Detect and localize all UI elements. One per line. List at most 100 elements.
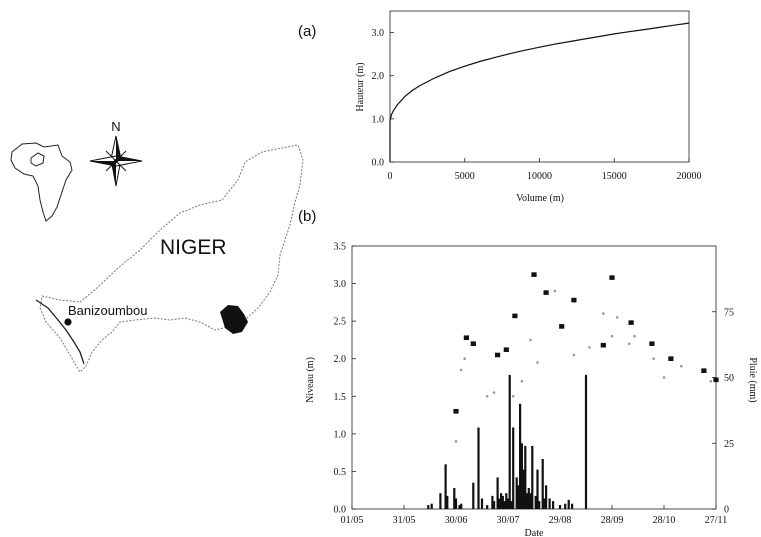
level-point: [572, 353, 576, 357]
panel-b-y2-ticks: 0 25 50 75: [712, 307, 734, 516]
y-tick-label: 3.0: [372, 28, 385, 39]
location-map: N NIGER Banizoumbou: [10, 119, 304, 373]
rain-bar: [480, 498, 484, 509]
north-arrow-icon: [89, 135, 143, 187]
x-tick-label: 01/05: [341, 515, 364, 526]
rain-bar: [510, 501, 513, 509]
y-tick-label: 1.0: [372, 114, 385, 125]
rain-bar: [458, 505, 461, 509]
level-marker: [609, 275, 615, 280]
x-tick-label: 28/10: [653, 515, 676, 526]
rain-bar: [493, 501, 496, 509]
rain-bar: [460, 503, 463, 509]
x-tick-label: 0: [388, 171, 393, 182]
rain-bar: [501, 495, 504, 509]
y2-tick-label: 75: [724, 307, 734, 318]
level-point: [633, 334, 636, 338]
level-marker: [495, 352, 501, 358]
x-tick-label: 29/08: [549, 515, 572, 526]
level-point: [588, 346, 591, 349]
level-point: [492, 391, 496, 394]
y2-tick-label: 0: [724, 505, 729, 516]
north-label: N: [111, 119, 120, 134]
level-marker: [463, 335, 469, 340]
panel-b-x-label: Date: [525, 528, 544, 537]
x-tick-label: 20000: [677, 171, 702, 182]
x-tick-label: 30/07: [497, 515, 520, 526]
lake-chad: [220, 305, 248, 334]
x-tick-label: 31/05: [393, 515, 416, 526]
panel-a-frame: [389, 10, 690, 163]
rain-bar: [439, 493, 442, 509]
rain-bar: [536, 469, 539, 509]
niger-in-africa: [30, 152, 45, 167]
height-volume-curve: [389, 22, 690, 162]
rain-bar: [527, 488, 530, 509]
rain-bar: [486, 505, 489, 509]
rain-bar: [519, 403, 522, 509]
level-point: [459, 368, 463, 372]
rain-bar: [543, 498, 546, 509]
level-points: [454, 289, 713, 443]
level-point: [529, 338, 532, 342]
y-tick-label: 0.0: [334, 505, 347, 516]
rain-bar: [453, 488, 456, 509]
rain-bar: [522, 469, 525, 509]
rain-bar: [548, 498, 551, 509]
level-point: [709, 380, 713, 383]
rain-bar: [508, 374, 511, 509]
rain-bar: [472, 482, 475, 509]
rain-bar: [558, 505, 562, 509]
x-tick-label: 28/09: [601, 515, 624, 526]
panel-a: (a) 0 5000 10000 15000 20000 0.0 1.0 2.0 3.0 Vo…: [298, 10, 702, 204]
panel-b-y2-label: Pluie (mm): [747, 357, 758, 402]
rain-bar: [454, 498, 458, 509]
rain-bar: [531, 445, 534, 509]
level-marker: [453, 409, 459, 414]
panel-b: (b) 01/05 31/05 30/06 30/07 29/08 28/09 28/10 2…: [298, 208, 758, 537]
niger-river: [35, 299, 85, 365]
rain-bar: [524, 445, 527, 509]
y2-tick-label: 50: [724, 373, 734, 384]
level-marker: [713, 377, 719, 383]
rain-bar: [427, 505, 430, 509]
rain-bar: [512, 427, 515, 509]
x-tick-label: 10000: [527, 171, 552, 182]
rain-bar: [506, 498, 510, 509]
rain-bars: [427, 374, 588, 510]
rain-bar: [505, 493, 508, 509]
y-tick-label: 3.0: [334, 279, 347, 290]
panel-b-y-label: Niveau (m): [305, 357, 316, 403]
rain-bar: [552, 501, 555, 509]
y-tick-label: 0.5: [334, 467, 347, 478]
level-point: [662, 376, 666, 379]
panel-b-x-ticks: 01/05 31/05 30/06 30/07 29/08 28/09 28/10 27/11: [341, 505, 727, 526]
x-tick-label: 27/11: [705, 515, 727, 526]
level-marker: [668, 356, 674, 361]
level-marker: [600, 342, 606, 348]
x-tick-label: 15000: [602, 171, 627, 182]
x-tick-label: 30/06: [445, 515, 468, 526]
rain-bar: [477, 427, 480, 509]
africa-inset-outline: [10, 142, 73, 222]
level-point: [680, 364, 683, 368]
y-tick-label: 1.0: [334, 429, 347, 440]
rain-bar: [534, 495, 537, 509]
rain-bar: [529, 493, 532, 509]
rain-bar: [496, 477, 499, 509]
level-point: [553, 289, 557, 293]
rain-bar: [491, 495, 494, 509]
niger-outline: [39, 144, 304, 373]
level-point: [511, 395, 515, 398]
level-point: [602, 312, 605, 315]
rain-bar: [567, 499, 570, 509]
panel-a-x-label: Volume (m): [516, 193, 564, 204]
level-marker: [512, 313, 518, 319]
panel-a-label: (a): [298, 23, 316, 40]
rain-bar: [564, 503, 567, 509]
level-point: [485, 395, 489, 398]
level-point: [615, 316, 619, 319]
level-point: [628, 342, 631, 346]
level-point: [463, 357, 467, 361]
